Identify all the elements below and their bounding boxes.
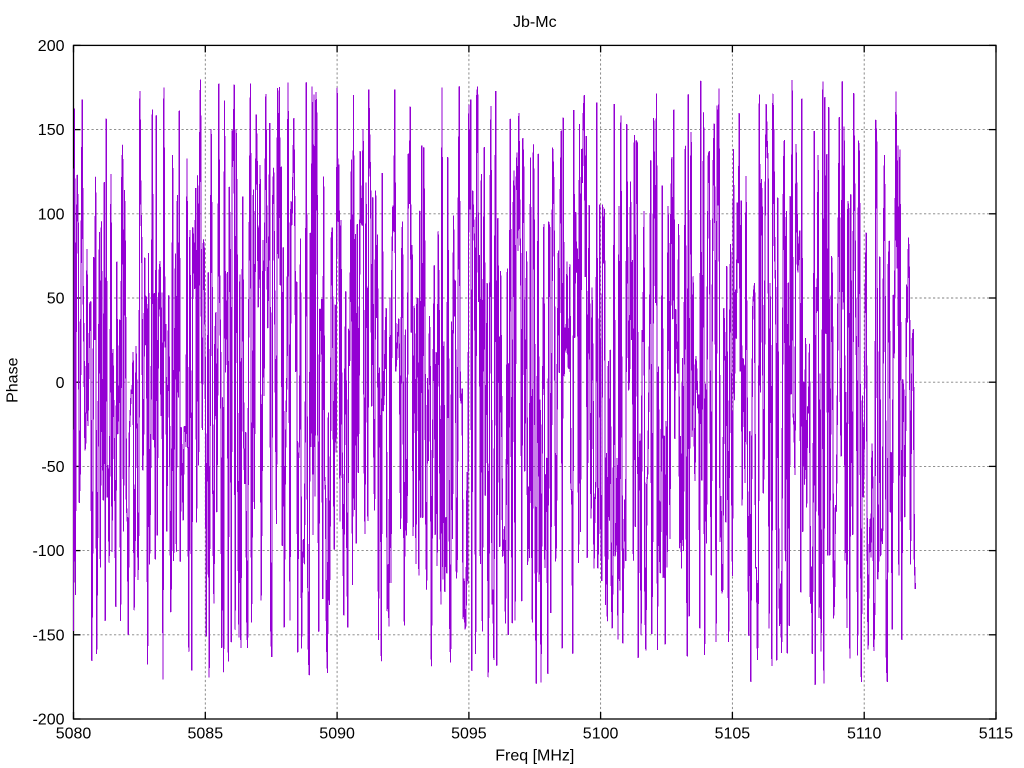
svg-text:5090: 5090 (319, 726, 355, 743)
svg-text:-200: -200 (32, 712, 64, 729)
svg-text:Jb-Mc: Jb-Mc (513, 14, 557, 31)
svg-text:-100: -100 (32, 543, 64, 560)
svg-text:5095: 5095 (451, 726, 487, 743)
svg-text:Freq [MHz]: Freq [MHz] (495, 748, 574, 765)
svg-text:5105: 5105 (715, 726, 751, 743)
svg-text:5100: 5100 (583, 726, 619, 743)
svg-text:5085: 5085 (188, 726, 224, 743)
svg-text:-50: -50 (41, 459, 64, 476)
svg-text:5080: 5080 (56, 726, 92, 743)
svg-text:0: 0 (56, 375, 65, 392)
svg-text:100: 100 (38, 206, 65, 223)
svg-text:150: 150 (38, 122, 65, 139)
svg-text:5110: 5110 (847, 726, 882, 743)
svg-text:5115: 5115 (979, 726, 1014, 743)
svg-text:50: 50 (47, 291, 65, 308)
svg-text:-150: -150 (32, 627, 64, 644)
svg-text:200: 200 (38, 38, 65, 55)
svg-text:Phase: Phase (5, 357, 22, 402)
